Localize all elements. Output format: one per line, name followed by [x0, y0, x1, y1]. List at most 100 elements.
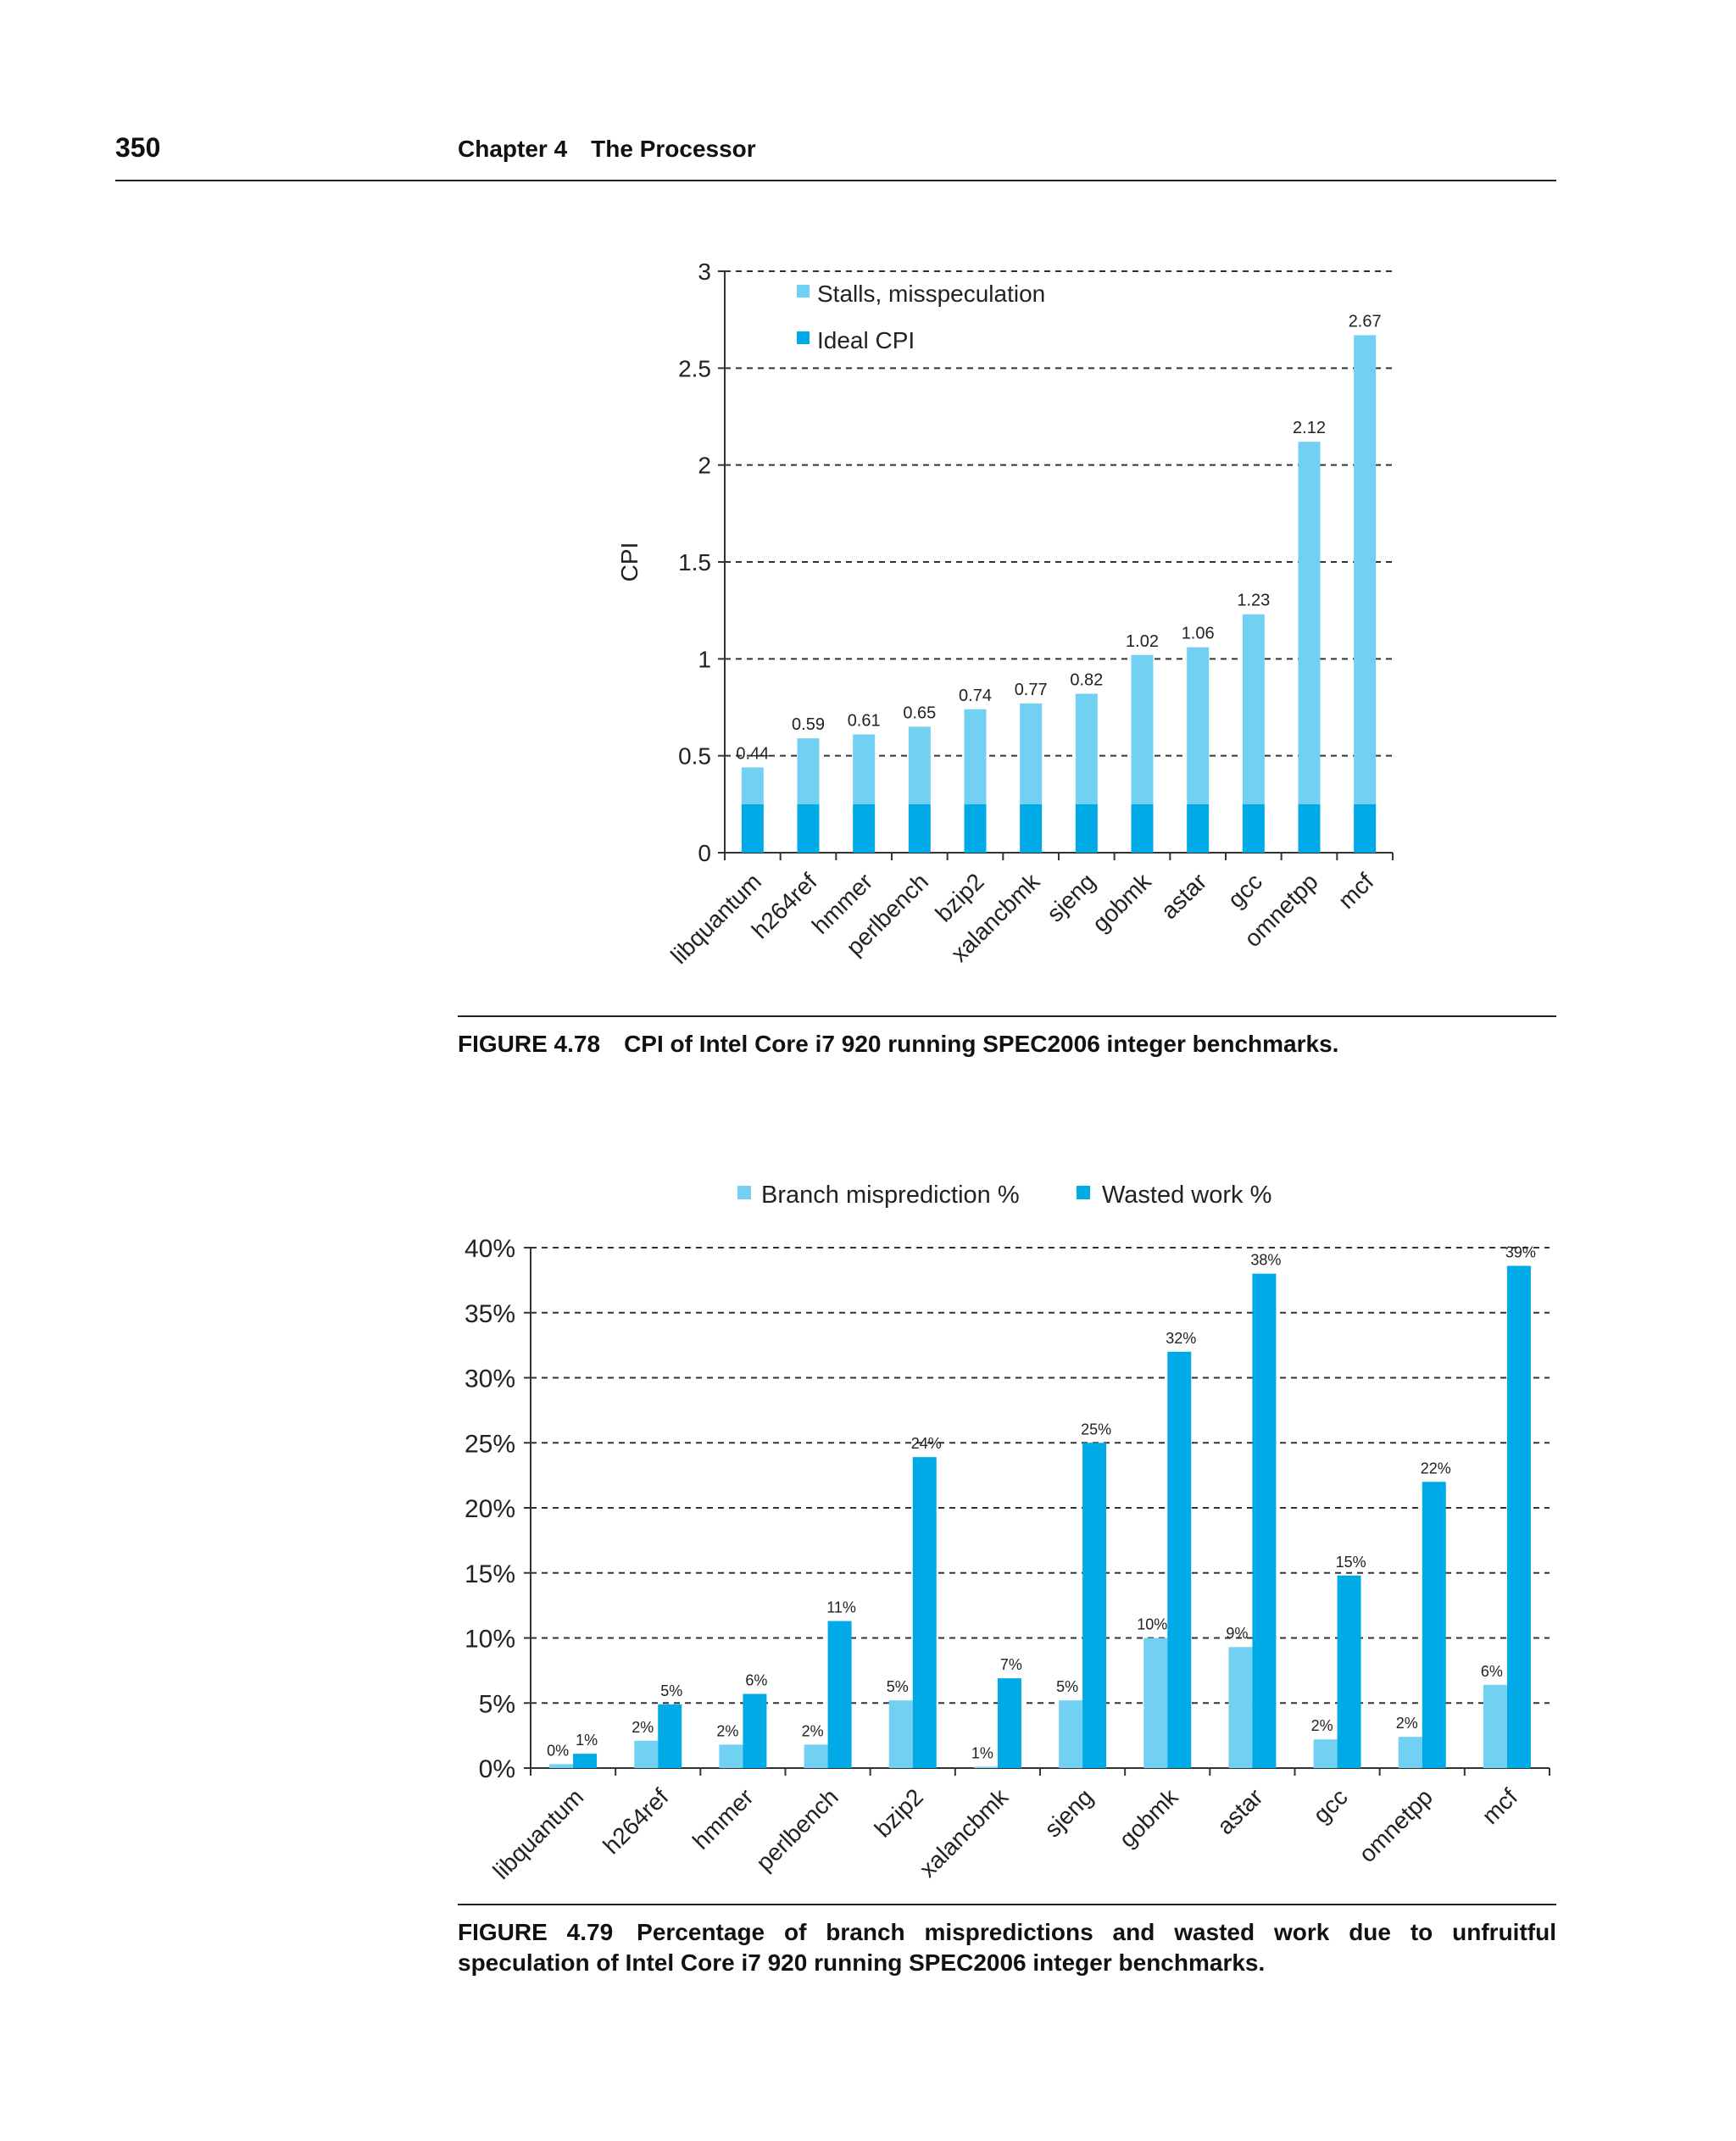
- bar-branch-bzip2: [888, 1700, 913, 1768]
- data-label-branch: 6%: [1481, 1663, 1503, 1680]
- data-label: 0.82: [1070, 670, 1103, 689]
- data-label: 0.44: [736, 744, 769, 763]
- bar-branch-mcf: [1483, 1684, 1507, 1768]
- x-tick-label: h264ref: [598, 1783, 673, 1859]
- bar-wasted-sjeng: [1082, 1443, 1107, 1768]
- data-label-wasted: 6%: [745, 1672, 767, 1689]
- header-rule: [115, 180, 1556, 181]
- y-tick-label: 5%: [479, 1690, 515, 1718]
- data-label-branch: 5%: [1056, 1678, 1078, 1695]
- bar-wasted-h264ref: [658, 1704, 682, 1768]
- legend-label-ideal: Ideal CPI: [817, 327, 915, 353]
- y-tick-label: 10%: [465, 1626, 515, 1654]
- bar-ideal-mcf: [1354, 804, 1377, 853]
- x-tick-label: omnetpp: [1354, 1783, 1438, 1867]
- page-number: 350: [115, 132, 161, 163]
- bar-ideal-h264ref: [797, 804, 820, 853]
- figure-4-78-caption: FIGURE 4.78 CPI of Intel Core i7 920 runn…: [458, 1029, 1556, 1059]
- bar-branch-gobmk: [1143, 1638, 1168, 1768]
- bar-stalls-gcc: [1242, 614, 1265, 804]
- data-label-wasted: 22%: [1421, 1460, 1451, 1476]
- y-tick-label: 20%: [465, 1495, 515, 1523]
- bar-ideal-omnetpp: [1298, 804, 1321, 853]
- chapter-title: The Processor: [591, 136, 756, 162]
- bar-branch-omnetpp: [1398, 1737, 1422, 1768]
- bar-ideal-gcc: [1242, 804, 1265, 853]
- data-label-branch: 2%: [716, 1722, 738, 1739]
- legend-swatch-ideal: [797, 331, 810, 344]
- bar-stalls-hmmer: [853, 734, 876, 804]
- figure-4-78-text: CPI of Intel Core i7 920 running SPEC200…: [624, 1031, 1339, 1057]
- x-tick-label: perlbench: [751, 1783, 843, 1876]
- y-tick-label: 2: [698, 453, 711, 479]
- y-tick-label: 25%: [465, 1430, 515, 1458]
- data-label-wasted: 11%: [826, 1599, 856, 1616]
- y-tick-label: 3: [698, 259, 711, 285]
- legend-label-branch: Branch misprediction %: [761, 1182, 1020, 1209]
- y-tick-label: 15%: [465, 1560, 515, 1588]
- bar-ideal-sjeng: [1075, 804, 1098, 853]
- x-tick-label: gcc: [1308, 1783, 1353, 1828]
- bar-wasted-perlbench: [827, 1621, 852, 1768]
- y-tick-label: 30%: [465, 1365, 515, 1393]
- data-label: 0.65: [903, 703, 936, 722]
- bar-ideal-xalancbmk: [1020, 804, 1043, 853]
- data-label: 0.74: [959, 687, 992, 705]
- bar-stalls-libquantum: [741, 767, 764, 804]
- legend-swatch-branch: [737, 1186, 751, 1199]
- figure-4-79-rule: [458, 1904, 1556, 1905]
- data-label-branch: 2%: [632, 1719, 654, 1736]
- bar-wasted-mcf: [1506, 1265, 1531, 1768]
- data-label: 0.61: [848, 712, 881, 731]
- y-tick-label: 35%: [465, 1300, 515, 1328]
- x-tick-label: hmmer: [687, 1783, 759, 1855]
- data-label-wasted: 32%: [1166, 1330, 1196, 1347]
- data-label: 1.02: [1126, 632, 1159, 651]
- data-label: 2.12: [1293, 419, 1326, 437]
- data-label-wasted: 7%: [1000, 1656, 1022, 1673]
- bar-stalls-mcf: [1354, 335, 1377, 804]
- bar-branch-hmmer: [719, 1744, 743, 1768]
- bar-branch-astar: [1228, 1647, 1253, 1768]
- bar-ideal-perlbench: [908, 804, 931, 853]
- y-tick-label: 0%: [479, 1755, 515, 1783]
- y-tick-label: 1: [698, 646, 711, 672]
- bar-branch-sjeng: [1059, 1700, 1083, 1768]
- bar-ideal-gobmk: [1131, 804, 1154, 853]
- y-tick-label: 1.5: [678, 549, 711, 576]
- legend-label-wasted: Wasted work %: [1102, 1182, 1271, 1209]
- bar-wasted-bzip2: [912, 1457, 937, 1768]
- bar-stalls-xalancbmk: [1020, 703, 1043, 804]
- legend-label-stalls: Stalls, misspeculation: [817, 281, 1045, 307]
- chapter-number: Chapter 4: [458, 136, 568, 162]
- bar-stalls-sjeng: [1075, 693, 1098, 804]
- bar-stalls-omnetpp: [1298, 442, 1321, 804]
- bar-wasted-xalancbmk: [997, 1678, 1021, 1768]
- bar-stalls-h264ref: [797, 738, 820, 804]
- x-tick-label: libquantum: [488, 1783, 589, 1884]
- data-label-wasted: 1%: [576, 1732, 598, 1749]
- bar-ideal-bzip2: [964, 804, 987, 853]
- bar-wasted-hmmer: [743, 1693, 767, 1768]
- bar-branch-perlbench: [804, 1744, 828, 1768]
- data-label-branch: 9%: [1226, 1625, 1248, 1642]
- x-tick-label: gobmk: [1114, 1783, 1183, 1853]
- bar-stalls-perlbench: [908, 726, 931, 804]
- figure-4-79-label: FIGURE 4.79: [458, 1919, 614, 1945]
- bar-wasted-gcc: [1337, 1575, 1361, 1768]
- bar-wasted-omnetpp: [1422, 1482, 1446, 1768]
- running-head: Chapter 4 The Processor: [458, 136, 756, 163]
- bar-wasted-astar: [1252, 1273, 1277, 1768]
- bar-branch-xalancbmk: [973, 1766, 998, 1768]
- bar-branch-libquantum: [549, 1764, 574, 1768]
- data-label-wasted: 25%: [1081, 1421, 1111, 1438]
- bar-ideal-libquantum: [741, 804, 764, 853]
- figure-4-78-rule: [458, 1015, 1556, 1017]
- x-tick-label: xalancbmk: [915, 1783, 1014, 1882]
- legend-swatch-stalls: [797, 285, 810, 298]
- figure-4-79-text: Percentage of branch mispredictions and …: [458, 1919, 1556, 1976]
- bar-branch-gcc: [1313, 1739, 1338, 1768]
- bar-ideal-hmmer: [853, 804, 876, 853]
- x-tick-label: sjeng: [1039, 1783, 1098, 1842]
